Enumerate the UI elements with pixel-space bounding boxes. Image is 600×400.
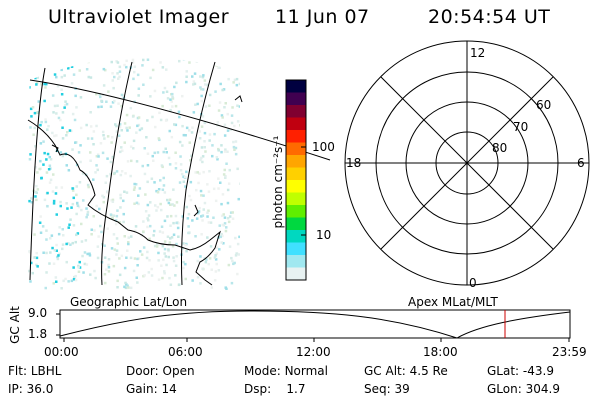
info-glat: GLat: -43.9: [487, 364, 554, 378]
info-gc-alt: GC Alt: 4.5 Re: [364, 364, 448, 378]
time-tick-1800: 18:00: [423, 345, 458, 359]
geographic-panel-label: Geographic Lat/Lon: [70, 295, 188, 309]
info-mode: Mode: Normal: [244, 364, 328, 378]
colorbar-cell: [286, 155, 306, 168]
colorbar-cell: [286, 192, 306, 206]
colorbar-cell: [286, 255, 306, 268]
colorbar-cell: [286, 105, 306, 118]
colorbar-cell: [286, 167, 306, 181]
longitude-grid-line-2: [181, 61, 216, 286]
time-tick-0000: 00:00: [44, 345, 79, 359]
altitude-ytick-high: 9.0: [28, 306, 48, 320]
colorbar-cell: [286, 92, 306, 106]
altitude-ylabel: GC Alt: [7, 306, 22, 344]
time-tick-0600: 06:00: [168, 345, 203, 359]
mlt-label-18: 18: [346, 156, 362, 170]
altitude-ytick-low: 1.8: [28, 327, 48, 341]
latitude-grid-line: [29, 79, 331, 161]
time-tick-1200: 12:00: [296, 345, 331, 359]
coastline-detail: [51, 144, 59, 153]
colorbar-cell: [286, 230, 306, 243]
date-label: 11 Jun 07: [275, 6, 370, 28]
lat-label-80: 80: [492, 141, 508, 155]
colorbar-cell: [286, 130, 306, 143]
longitude-grid-line-3: [29, 67, 46, 281]
info-glon: GLon: 304.9: [487, 382, 560, 396]
island-outline: [234, 95, 243, 103]
info-gain: Gain: 14: [126, 382, 177, 396]
island-outline-2: [193, 204, 199, 217]
polar-diagonal-2: [380, 76, 554, 250]
mlt-label-6: 6: [577, 156, 585, 170]
altitude-plot-frame: [59, 309, 571, 339]
info-dsp: Dsp: 1.7: [244, 382, 306, 396]
colorbar-cell: [286, 267, 306, 281]
colorbar-cell: [286, 205, 306, 218]
coastline: [27, 119, 221, 286]
mlt-label-0: 0: [469, 276, 477, 290]
info-door: Door: Open: [126, 364, 195, 378]
colorbar-tick-label-100: 100: [312, 140, 335, 154]
polar-panel-label: Apex MLat/MLT: [408, 295, 498, 309]
mlt-label-12: 12: [470, 46, 486, 60]
lat-label-70: 70: [513, 120, 529, 134]
info-flt: Flt: LBHL: [8, 364, 62, 378]
colorbar-cell: [286, 142, 306, 156]
colorbar-cell: [286, 180, 306, 193]
longitude-grid-line-1: [101, 61, 133, 286]
colorbar-cell: [286, 117, 306, 131]
colorbar-cell: [286, 217, 306, 231]
colorbar-cell: [286, 242, 306, 256]
info-ip: IP: 36.0: [8, 382, 54, 396]
info-seq: Seq: 39: [364, 382, 410, 396]
colorbar-tick-label-10: 10: [316, 228, 332, 242]
time-label: 20:54:54 UT: [428, 6, 551, 28]
colorbar-frame: [285, 79, 307, 281]
instrument-title: Ultraviolet Imager: [48, 6, 230, 28]
colorbar-cell: [286, 80, 306, 93]
lat-label-60: 60: [536, 98, 552, 112]
altitude-curve: [59, 310, 571, 339]
time-tick-2359: 23:59: [552, 345, 587, 359]
